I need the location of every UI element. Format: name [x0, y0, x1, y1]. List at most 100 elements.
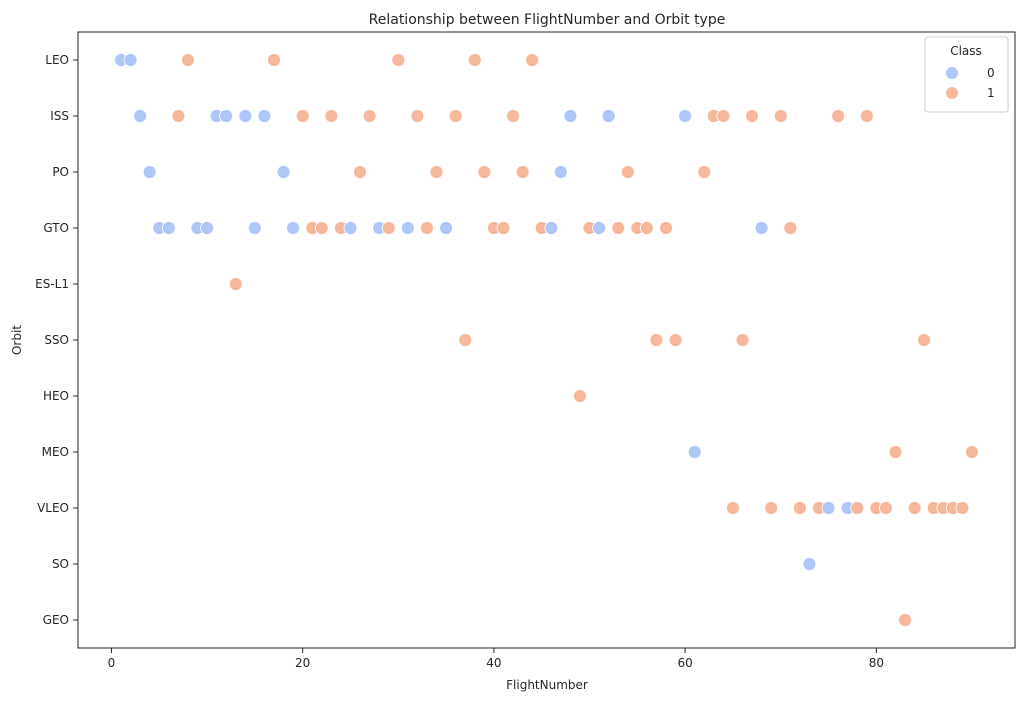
- legend-label-class-1: 1: [987, 86, 995, 100]
- data-point-class-0: [257, 109, 272, 123]
- data-point-class-1: [228, 277, 243, 291]
- data-point-class-0: [123, 53, 138, 67]
- data-point-class-1: [659, 221, 673, 235]
- data-point-class-1: [181, 53, 195, 67]
- data-point-class-1: [907, 501, 922, 515]
- data-point-class-1: [410, 109, 425, 123]
- x-tick-label: 60: [677, 656, 692, 670]
- data-point-class-1: [573, 389, 587, 403]
- data-point-class-1: [515, 165, 530, 179]
- data-point-class-1: [735, 333, 750, 347]
- data-point-class-0: [802, 557, 817, 571]
- data-point-class-1: [639, 221, 654, 235]
- data-point-class-1: [353, 165, 367, 179]
- data-point-class-1: [850, 501, 865, 515]
- data-point-class-1: [898, 613, 912, 627]
- data-point-class-0: [161, 221, 176, 235]
- y-tick-label: ISS: [50, 109, 69, 123]
- data-point-class-0: [219, 109, 234, 123]
- data-point-class-1: [783, 221, 798, 235]
- data-point-class-1: [448, 109, 463, 123]
- data-point-class-1: [267, 53, 281, 67]
- data-point-class-0: [400, 221, 415, 235]
- data-point-class-1: [649, 333, 664, 347]
- data-point-class-1: [391, 53, 406, 67]
- data-point-class-1: [764, 501, 779, 515]
- data-point-class-1: [831, 109, 846, 123]
- data-point-class-1: [773, 109, 788, 123]
- y-tick-label: GEO: [43, 613, 69, 627]
- data-point-class-1: [295, 109, 310, 123]
- data-point-class-1: [429, 165, 444, 179]
- plot-frame: [77, 31, 1016, 649]
- data-point-class-1: [917, 333, 932, 347]
- data-point-class-1: [859, 109, 874, 123]
- data-point-class-0: [276, 165, 291, 179]
- data-point-class-1: [668, 333, 683, 347]
- legend: Class 0 1: [924, 36, 1009, 113]
- y-axis-label: Orbit: [10, 325, 24, 355]
- data-point-class-0: [200, 221, 214, 235]
- legend-marker-class-1: [945, 86, 959, 100]
- data-point-class-1: [955, 501, 970, 515]
- data-point-class-0: [563, 109, 578, 123]
- data-point-class-1: [477, 165, 492, 179]
- y-tick-label: SSO: [44, 333, 69, 347]
- y-tick-label: MEO: [42, 445, 69, 459]
- x-tick-label: 0: [108, 656, 116, 670]
- y-tick-label: SO: [52, 557, 69, 571]
- data-point-class-1: [879, 501, 893, 515]
- data-point-class-1: [506, 109, 520, 123]
- data-point-class-1: [697, 165, 712, 179]
- x-tick-label: 80: [869, 656, 884, 670]
- y-tick-label: PO: [52, 165, 69, 179]
- data-point-class-1: [324, 109, 339, 123]
- legend-label-class-0: 0: [987, 66, 995, 80]
- data-point-class-0: [142, 165, 157, 179]
- y-tick-label: GTO: [43, 221, 69, 235]
- y-tick-label: ES-L1: [35, 277, 69, 291]
- data-point-class-1: [420, 221, 434, 235]
- data-point-class-0: [439, 221, 454, 235]
- data-point-class-0: [687, 445, 702, 459]
- data-point-class-0: [133, 109, 148, 123]
- data-point-class-0: [544, 221, 559, 235]
- data-point-class-1: [314, 221, 329, 235]
- data-point-class-1: [467, 53, 482, 67]
- chart-title: Relationship between FlightNumber and Or…: [369, 12, 726, 28]
- data-point-class-1: [611, 221, 626, 235]
- data-point-class-1: [496, 221, 511, 235]
- data-point-class-1: [362, 109, 377, 123]
- data-point-class-0: [754, 221, 769, 235]
- y-tick-label: VLEO: [37, 501, 69, 515]
- axis-ticks: 0 20 40 60 80 LEO ISS PO GTO ES-L1 SSO HEO MEO VLEO SO…: [35, 53, 884, 670]
- data-point-class-1: [726, 501, 740, 515]
- data-point-class-0: [821, 501, 836, 515]
- legend-title: Class: [950, 44, 982, 58]
- data-point-class-1: [716, 109, 731, 123]
- data-point-class-1: [965, 445, 979, 459]
- data-point-class-0: [678, 109, 693, 123]
- legend-marker-class-0: [945, 66, 959, 80]
- data-point-class-0: [247, 221, 262, 235]
- data-point-class-1: [171, 109, 186, 123]
- x-tick-label: 40: [486, 656, 501, 670]
- data-point-class-1: [620, 165, 635, 179]
- data-points: [114, 53, 979, 627]
- y-tick-label: LEO: [45, 53, 69, 67]
- data-point-class-0: [592, 221, 606, 235]
- data-point-class-0: [238, 109, 253, 123]
- data-point-class-0: [553, 165, 568, 179]
- data-point-class-0: [601, 109, 616, 123]
- data-point-class-1: [745, 109, 759, 123]
- y-tick-label: HEO: [43, 389, 69, 403]
- data-point-class-0: [343, 221, 358, 235]
- data-point-class-1: [525, 53, 540, 67]
- data-point-class-1: [888, 445, 903, 459]
- x-tick-label: 20: [295, 656, 310, 670]
- data-point-class-1: [458, 333, 473, 347]
- data-point-class-1: [792, 501, 807, 515]
- data-point-class-0: [286, 221, 301, 235]
- data-point-class-1: [381, 221, 396, 235]
